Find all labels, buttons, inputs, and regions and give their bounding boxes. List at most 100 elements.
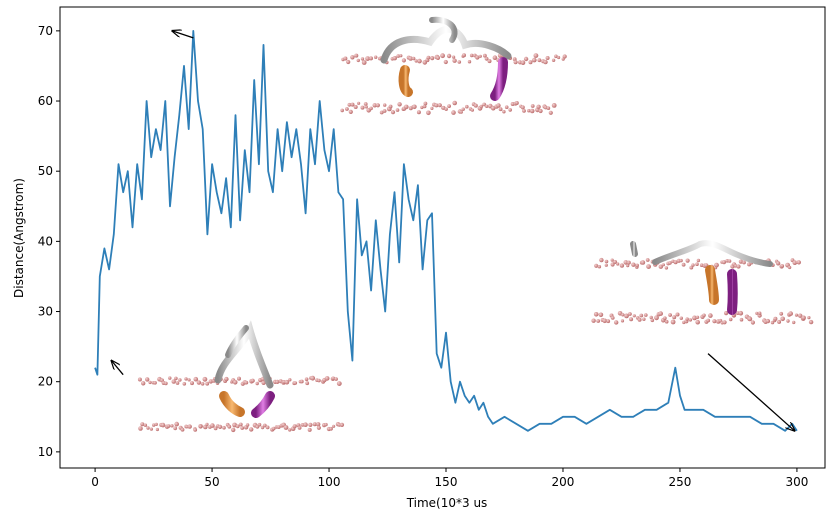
- lipid-bead: [610, 262, 615, 267]
- lipid-bead: [288, 378, 292, 382]
- lipid-bead: [496, 103, 501, 108]
- lipid-bead: [334, 377, 338, 381]
- lipid-bead: [249, 427, 254, 432]
- lipid-bead: [604, 263, 608, 267]
- lipid-bead: [522, 109, 526, 113]
- lipid-bead: [190, 381, 194, 386]
- lipid-bead: [149, 427, 153, 431]
- lipid-bead: [154, 422, 158, 426]
- lipid-bead: [702, 313, 706, 318]
- lipid-bead: [336, 381, 342, 386]
- lipid-bead: [594, 263, 599, 268]
- lipid-bead: [642, 317, 646, 321]
- lipid-bead: [382, 109, 387, 113]
- lipid-bead: [200, 382, 205, 386]
- lipid-bead: [770, 320, 775, 325]
- lipid-bead: [696, 258, 701, 263]
- lipid-bead: [153, 381, 157, 385]
- lipid-bead: [546, 106, 551, 110]
- lipid-bead: [187, 424, 192, 429]
- lipid-bead: [779, 311, 784, 316]
- y-tick-label: 40: [38, 234, 53, 248]
- lipid-bead: [316, 422, 321, 427]
- lipid-bead: [628, 312, 632, 316]
- lipid-bead: [640, 260, 646, 265]
- lipid-bead: [654, 315, 659, 321]
- lipid-bead: [401, 58, 406, 63]
- lipid-bead: [345, 107, 349, 111]
- lipid-bead: [736, 264, 741, 269]
- lipid-bead: [808, 319, 814, 325]
- membrane-lower-leaflet: [340, 100, 557, 116]
- lipid-bead: [465, 104, 469, 109]
- lipid-bead: [237, 376, 241, 381]
- lipid-bead: [708, 313, 713, 318]
- lipid-bead: [485, 104, 489, 109]
- lipid-bead: [288, 428, 292, 432]
- lipid-bead: [548, 110, 553, 115]
- lipid-bead: [679, 258, 683, 263]
- lipid-bead: [545, 56, 550, 60]
- lipid-bead: [437, 103, 442, 108]
- lipid-bead: [637, 317, 642, 322]
- lipid-bead: [205, 381, 210, 386]
- lipid-bead: [388, 104, 393, 109]
- lipid-bead: [661, 263, 666, 267]
- lipid-bead: [297, 426, 302, 430]
- lipid-bead: [231, 427, 236, 433]
- lipid-bead: [408, 56, 413, 61]
- lipid-bead: [430, 56, 435, 61]
- lipid-bead: [629, 317, 634, 322]
- lipid-bead: [324, 376, 330, 381]
- lipid-bead: [196, 380, 202, 385]
- y-tick-label: 10: [38, 445, 53, 459]
- lipid-bead: [222, 425, 226, 430]
- lipid-bead: [350, 55, 355, 60]
- lipid-bead: [620, 319, 625, 323]
- lipid-bead: [664, 319, 669, 324]
- lipid-bead: [193, 428, 198, 432]
- lipid-bead: [520, 105, 525, 110]
- lipid-bead: [369, 56, 373, 61]
- lipid-bead: [379, 110, 384, 115]
- lipid-bead: [691, 263, 695, 267]
- lipid-bead: [562, 54, 567, 59]
- lipid-bead: [664, 266, 669, 270]
- lipid-bead: [307, 427, 312, 432]
- y-axis-label: Distance(Angstrom): [12, 178, 26, 298]
- membrane-upper-leaflet: [341, 53, 567, 65]
- lipid-bead: [644, 313, 648, 317]
- lipid-bead: [467, 60, 472, 64]
- lipid-bead: [610, 258, 614, 262]
- lipid-bead: [747, 316, 753, 322]
- lipid-bead: [658, 264, 663, 269]
- x-tick-label: 250: [669, 475, 692, 489]
- lipid-bead: [551, 58, 556, 62]
- lipid-bead: [619, 263, 625, 268]
- lipid-bead: [706, 318, 711, 323]
- lipid-bead: [610, 316, 615, 320]
- lipid-bead: [551, 103, 557, 108]
- lipid-bead: [479, 104, 483, 109]
- lipid-bead: [244, 380, 249, 385]
- lipid-bead: [361, 60, 367, 65]
- lipid-bead: [483, 53, 487, 58]
- lipid-bead: [613, 260, 618, 264]
- annotation-arrow: [707, 353, 795, 431]
- lipid-bead: [532, 57, 537, 63]
- lipid-bead: [182, 382, 187, 386]
- lipid-bead: [353, 105, 358, 109]
- lipid-bead: [372, 103, 377, 108]
- lipid-bead: [299, 379, 304, 384]
- lipid-bead: [332, 424, 336, 428]
- membrane-upper-leaflet: [137, 375, 342, 386]
- lipid-bead: [317, 378, 321, 383]
- lipid-bead: [255, 381, 259, 386]
- lipid-bead: [365, 56, 370, 61]
- x-tick-label: 0: [91, 475, 99, 489]
- lipid-bead: [543, 59, 548, 65]
- lipid-bead: [742, 260, 746, 265]
- lipid-bead: [364, 105, 368, 109]
- lipid-bead: [210, 423, 215, 428]
- lipid-bead: [502, 110, 506, 114]
